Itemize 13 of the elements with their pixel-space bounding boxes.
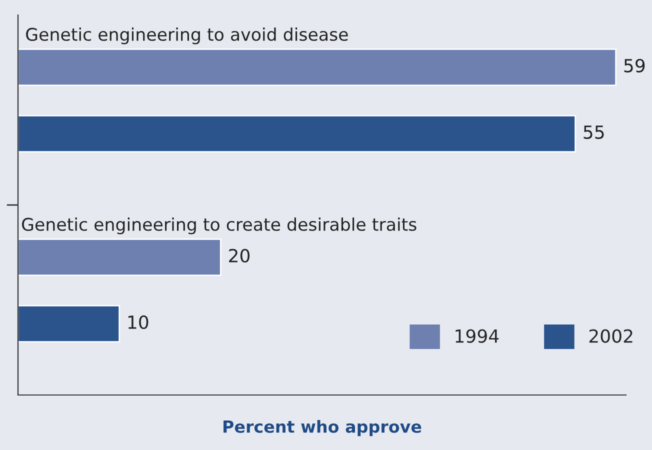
data-label: 55 <box>584 126 604 139</box>
y-tick-label: Genetic engineering to create desirable traits <box>22 218 416 234</box>
bar <box>18 48 617 86</box>
legend-label: 1994 <box>456 329 499 343</box>
y-tick-label: Genetic engineering to avoid disease <box>26 28 348 44</box>
data-label: 59 <box>624 58 645 72</box>
legend-label: 2002 <box>589 329 632 343</box>
data-label: 20 <box>229 248 250 262</box>
data-label: 10 <box>128 315 148 329</box>
bar <box>18 238 222 276</box>
x-axis-title: Percent who approve <box>224 420 422 436</box>
bar <box>18 305 120 342</box>
bar <box>18 115 576 152</box>
